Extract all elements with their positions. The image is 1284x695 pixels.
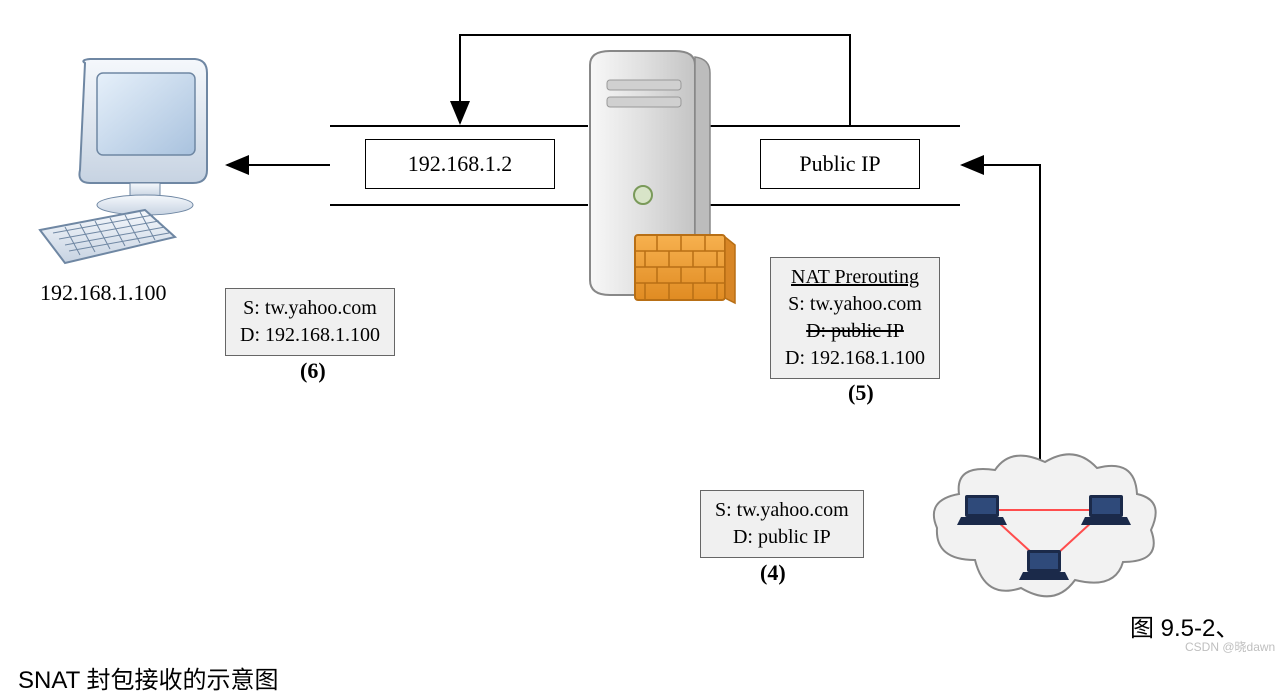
internet-cloud-icon bbox=[925, 450, 1165, 620]
packet-5-header: NAT Prerouting bbox=[785, 264, 925, 291]
caption-bottom: SNAT 封包接收的示意图 bbox=[18, 660, 278, 695]
ipbox-left-text: 192.168.1.2 bbox=[408, 151, 513, 177]
packet-5-line-s: S: tw.yahoo.com bbox=[785, 291, 925, 318]
pc-ip-label: 192.168.1.100 bbox=[40, 280, 167, 306]
ipbox-left: 192.168.1.2 bbox=[365, 139, 555, 189]
packet-5: NAT Prerouting S: tw.yahoo.com D: public… bbox=[770, 257, 940, 379]
watermark-text: CSDN @晓dawn bbox=[1185, 638, 1275, 655]
ipbox-right-text: Public IP bbox=[799, 151, 880, 177]
packet-5-num: (5) bbox=[848, 380, 874, 406]
packet-5-line-dnew: D: 192.168.1.100 bbox=[785, 345, 925, 372]
packet-6-num: (6) bbox=[300, 358, 326, 384]
packet-6-line-d: D: 192.168.1.100 bbox=[240, 322, 380, 349]
packet-4-line-s: S: tw.yahoo.com bbox=[715, 497, 849, 524]
server-icon bbox=[555, 45, 745, 325]
pc-icon bbox=[35, 55, 225, 275]
packet-6: S: tw.yahoo.com D: 192.168.1.100 bbox=[225, 288, 395, 356]
packet-6-line-s: S: tw.yahoo.com bbox=[240, 295, 380, 322]
packet-4-line-d: D: public IP bbox=[715, 524, 849, 551]
packet-5-line-dold: D: public IP bbox=[785, 318, 925, 345]
ipbox-right: Public IP bbox=[760, 139, 920, 189]
packet-4-num: (4) bbox=[760, 560, 786, 586]
diagram-stage: 192.168.1.2 Public IP bbox=[0, 0, 1284, 694]
packet-4: S: tw.yahoo.com D: public IP bbox=[700, 490, 864, 558]
